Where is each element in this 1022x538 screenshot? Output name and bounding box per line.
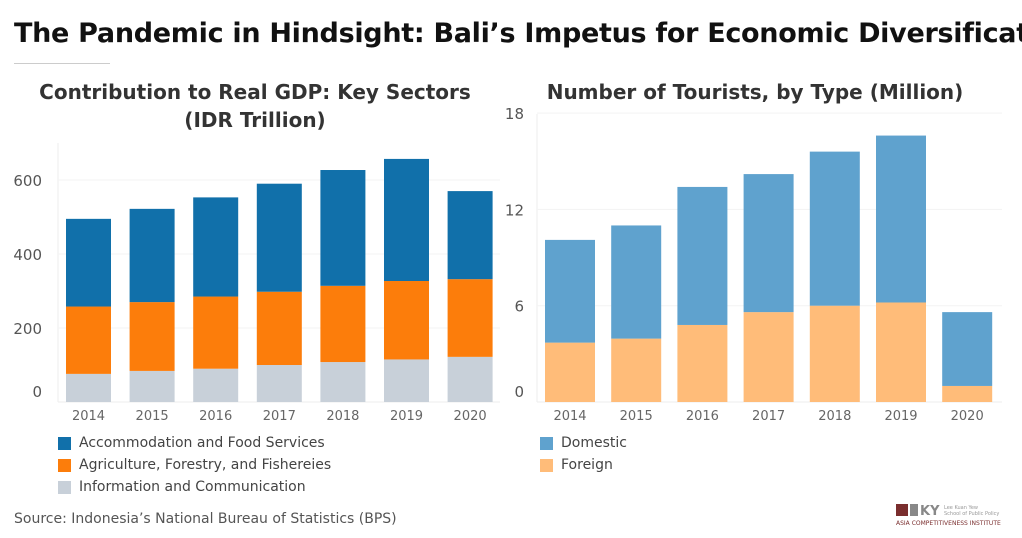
bar-segment-foreign	[876, 302, 926, 402]
bar-segment-information-and-communication	[193, 368, 239, 402]
legend-swatch	[58, 436, 71, 450]
gdp-legend: Accommodation and Food Services Agricult…	[58, 432, 331, 498]
legend-swatch	[540, 458, 553, 472]
bar-segment-agriculture-forestry-and-fishereies	[384, 281, 429, 360]
legend-swatch	[58, 458, 71, 472]
x-tick-label: 2015	[136, 409, 169, 424]
svg-text:ASIA COMPETITIVENESS INSTITUTE: ASIA COMPETITIVENESS INSTITUTE	[896, 520, 1001, 527]
bar-segment-agriculture-forestry-and-fishereies	[256, 291, 302, 365]
bar-segment-domestic	[809, 151, 860, 306]
legend-item: Foreign	[540, 454, 627, 476]
legend-label: Domestic	[561, 435, 627, 451]
title-divider	[14, 63, 110, 64]
gdp-subtitle: (IDR Trillion)	[184, 108, 326, 132]
legend-item: Domestic	[540, 432, 627, 454]
bar-segment-domestic	[677, 186, 728, 325]
bar-segment-domestic	[876, 135, 926, 303]
bar-segment-agriculture-forestry-and-fishereies	[193, 296, 239, 369]
x-tick-label: 2017	[263, 409, 296, 424]
bar-segment-information-and-communication	[384, 359, 429, 402]
y-tick-label: 18	[505, 105, 524, 123]
bar-segment-domestic	[611, 225, 662, 339]
x-tick-label: 2018	[818, 409, 851, 424]
bar-segment-foreign	[809, 305, 860, 402]
x-tick-label: 2014	[553, 409, 586, 424]
x-tick-label: 2015	[620, 409, 653, 424]
legend-label: Accommodation and Food Services	[79, 435, 325, 451]
y-tick-label: 0	[514, 383, 524, 401]
bar-segment-accommodation-and-food-services	[193, 197, 239, 297]
y-tick-label: 200	[13, 320, 42, 338]
page-title: The Pandemic in Hindsight: Bali’s Impetu…	[14, 18, 1022, 49]
svg-text:KY: KY	[920, 504, 940, 519]
bar-segment-agriculture-forestry-and-fishereies	[129, 302, 175, 371]
tourists-chart-title: Number of Tourists, by Type (Million)	[546, 80, 964, 104]
bar-segment-domestic	[743, 174, 794, 313]
x-tick-label: 2019	[390, 409, 423, 424]
legend-item: Information and Communication	[58, 476, 331, 498]
tourists-legend: Domestic Foreign	[540, 432, 627, 476]
legend-label: Agriculture, Forestry, and Fishereies	[79, 457, 332, 473]
svg-text:School of Public Policy: School of Public Policy	[944, 511, 999, 517]
bar-segment-domestic	[942, 312, 993, 386]
bar-segment-agriculture-forestry-and-fishereies	[447, 279, 493, 357]
bar-segment-agriculture-forestry-and-fishereies	[320, 285, 366, 363]
legend-item: Agriculture, Forestry, and Fishereies	[58, 454, 331, 476]
x-tick-label: 2019	[884, 409, 917, 424]
y-tick-label: 400	[13, 246, 42, 264]
x-tick-label: 2014	[72, 409, 105, 424]
bar-segment-accommodation-and-food-services	[320, 170, 366, 286]
bar-segment-agriculture-forestry-and-fishereies	[66, 306, 111, 374]
bar-segment-accommodation-and-food-services	[256, 183, 302, 292]
x-tick-label: 2017	[752, 409, 785, 424]
bar-segment-domestic	[545, 239, 595, 343]
legend-swatch	[540, 436, 553, 450]
bar-segment-foreign	[677, 324, 728, 402]
bar-segment-foreign	[545, 342, 595, 402]
svg-text:Lee Kuan Yew: Lee Kuan Yew	[944, 505, 978, 511]
bar-segment-accommodation-and-food-services	[66, 218, 111, 307]
x-tick-label: 2020	[454, 409, 487, 424]
bar-segment-foreign	[611, 338, 662, 402]
bar-segment-information-and-communication	[256, 365, 302, 402]
legend-item: Accommodation and Food Services	[58, 432, 331, 454]
lky-logo: KY Lee Kuan Yew School of Public Policy …	[896, 500, 1016, 528]
legend-swatch	[58, 480, 71, 494]
y-tick-label: 12	[505, 201, 524, 219]
gdp-title: Contribution to Real GDP: Key Sectors	[39, 80, 471, 104]
legend-label: Foreign	[561, 457, 613, 473]
bar-segment-information-and-communication	[66, 373, 111, 402]
bar-segment-accommodation-and-food-services	[129, 208, 175, 303]
source-note: Source: Indonesia’s National Bureau of S…	[14, 511, 397, 527]
x-tick-label: 2016	[199, 409, 232, 424]
bar-segment-foreign	[743, 312, 794, 402]
gdp-chart-title: Contribution to Real GDP: Key Sectors (I…	[30, 78, 480, 134]
bar-segment-accommodation-and-food-services	[447, 191, 493, 280]
legend-label: Information and Communication	[79, 479, 306, 495]
bar-segment-information-and-communication	[129, 370, 175, 402]
bar-segment-foreign	[942, 385, 993, 402]
x-tick-label: 2018	[326, 409, 359, 424]
bar-segment-information-and-communication	[447, 356, 493, 402]
x-tick-label: 2020	[951, 409, 984, 424]
x-tick-label: 2016	[686, 409, 719, 424]
bar-segment-information-and-communication	[320, 362, 366, 402]
y-tick-label: 6	[514, 298, 524, 316]
bar-segment-accommodation-and-food-services	[384, 158, 429, 282]
y-tick-label: 0	[32, 383, 42, 401]
y-tick-label: 600	[13, 172, 42, 190]
